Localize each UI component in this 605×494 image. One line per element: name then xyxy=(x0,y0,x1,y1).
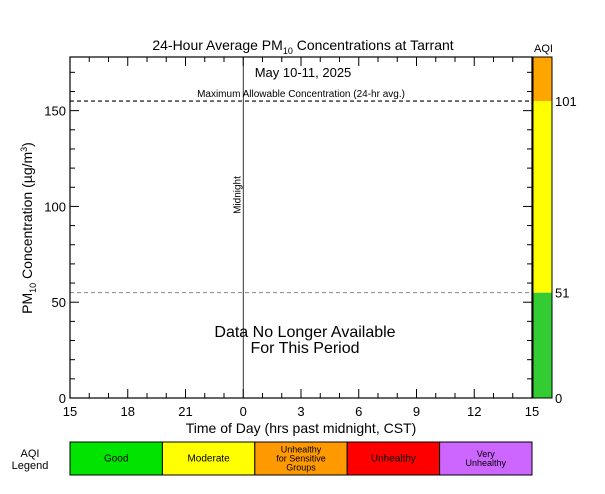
chart-title: 24-Hour Average PM10 Concentrations at T… xyxy=(152,37,453,56)
y-tick-label: 150 xyxy=(44,104,66,119)
aqi-bar-segment xyxy=(533,57,552,102)
max-allowable-label: Maximum Allowable Concentration (24-hr a… xyxy=(197,89,405,100)
legend-item-box xyxy=(69,441,163,476)
x-tick-label: 15 xyxy=(63,404,77,419)
legend-item-box xyxy=(254,441,348,476)
legend-item-label: Groups xyxy=(286,463,316,473)
x-tick-label: 12 xyxy=(467,404,481,419)
legend-item-label: Very xyxy=(477,449,496,459)
aqi-bar-segment xyxy=(533,101,552,293)
midnight-label: Midnight xyxy=(232,176,243,214)
x-tick-label: 9 xyxy=(413,404,420,419)
legend-item-label: Unhealthy xyxy=(371,454,416,465)
aqi-bar-segment xyxy=(533,292,552,398)
legend-item-box xyxy=(439,441,533,476)
legend-item-label: Moderate xyxy=(187,454,230,465)
x-tick-label: 18 xyxy=(121,404,135,419)
legend-title-line1: AQI xyxy=(21,448,40,460)
y-tick-label: 100 xyxy=(44,199,66,214)
plot-area: 24-Hour Average PM10 Concentrations at T… xyxy=(19,37,539,436)
y-axis-label: PM10 Concentration (µg/m3) xyxy=(19,142,38,314)
aqi-bar-label: 0 xyxy=(555,391,562,406)
no-data-message-line2: For This Period xyxy=(250,340,359,357)
x-tick-label: 21 xyxy=(178,404,192,419)
aqi-bar-label: 51 xyxy=(555,286,569,301)
aqi-bar-label: 101 xyxy=(555,94,577,109)
legend-item-label: Unhealthy xyxy=(466,458,507,468)
y-tick-label: 50 xyxy=(52,295,66,310)
legend-item-label: Good xyxy=(104,454,128,465)
x-axis-label: Time of Day (hrs past midnight, CST) xyxy=(186,420,417,436)
aqi-bar-title: AQI xyxy=(534,43,553,55)
aqi-bar-frame xyxy=(532,56,553,399)
legend-item-label: Unhealthy xyxy=(281,445,322,455)
x-tick-label: 15 xyxy=(525,404,539,419)
legend-item-label: for Sensitive xyxy=(276,454,326,464)
chart-subtitle: May 10-11, 2025 xyxy=(255,65,352,80)
x-tick-label: 0 xyxy=(240,404,247,419)
legend-item-box xyxy=(161,441,256,476)
aqi-color-bar: AQI 0 51 101 xyxy=(532,43,577,406)
no-data-message-line1: Data No Longer Available xyxy=(214,324,395,341)
legend-title-line2: Legend xyxy=(12,460,49,472)
y-tick-label: 0 xyxy=(59,391,66,406)
x-tick-label: 3 xyxy=(297,404,304,419)
x-tick-label: 6 xyxy=(355,404,362,419)
